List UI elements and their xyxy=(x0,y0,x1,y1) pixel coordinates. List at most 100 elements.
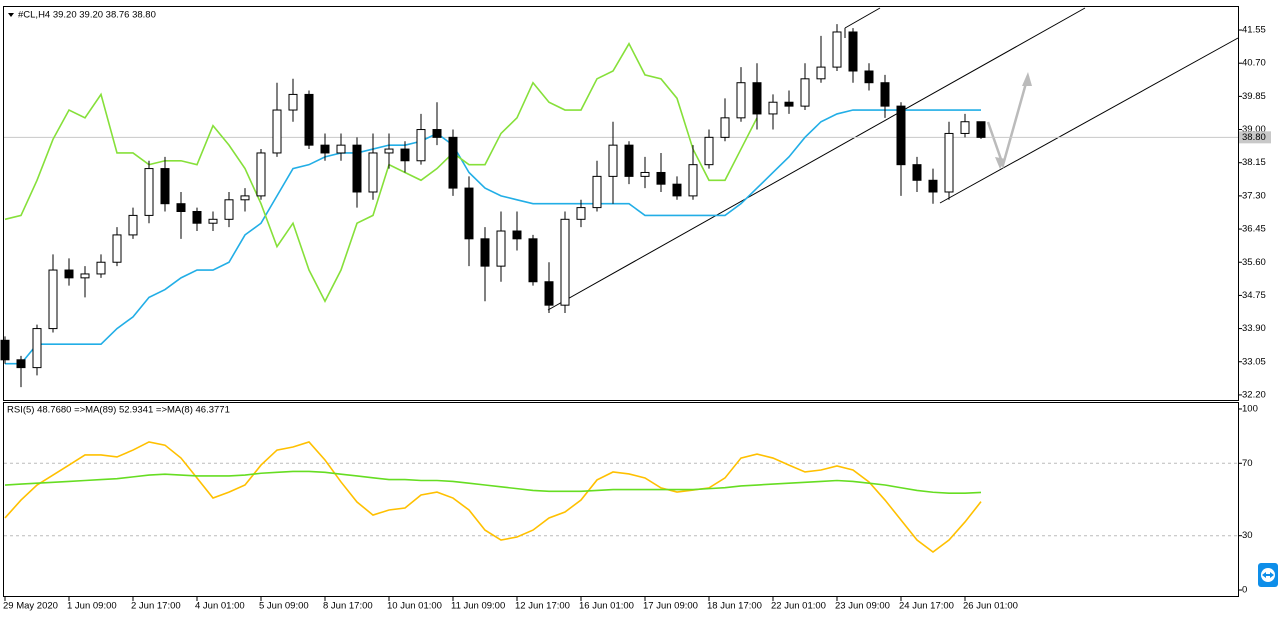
teamviewer-icon[interactable] xyxy=(1258,563,1278,587)
candle-body xyxy=(64,269,74,279)
candle-body xyxy=(464,187,474,240)
x-tick-label: 23 Jun 09:00 xyxy=(835,601,890,612)
y-tick-label: 34.75 xyxy=(1242,290,1266,301)
indicator-line xyxy=(4,441,982,554)
candle-body xyxy=(688,164,698,197)
candle-body xyxy=(816,66,826,80)
candle-body xyxy=(128,214,138,236)
candle-body xyxy=(912,164,922,181)
last-price-box xyxy=(1239,131,1271,144)
candle-body xyxy=(560,218,570,306)
indicator-line xyxy=(5,109,981,365)
candle-body xyxy=(672,183,682,197)
candle-body xyxy=(704,136,714,166)
candle-body xyxy=(304,93,314,146)
candle-body xyxy=(736,82,746,119)
candle-body xyxy=(352,144,362,193)
x-tick-label: 12 Jun 17:00 xyxy=(515,601,570,612)
candle-body xyxy=(768,101,778,115)
x-tick-label: 10 Jun 01:00 xyxy=(387,601,442,612)
candle-body xyxy=(112,234,122,263)
x-tick-label: 2 Jun 17:00 xyxy=(131,601,181,612)
trend-line xyxy=(547,7,1086,311)
candle-body xyxy=(960,121,970,134)
y-tick-label: 0 xyxy=(1242,585,1247,596)
candle-body xyxy=(256,152,266,197)
y-tick-label: 41.55 xyxy=(1242,25,1266,36)
candle-body xyxy=(272,109,282,154)
x-tick-label: 26 Jun 01:00 xyxy=(963,601,1018,612)
last-price-label: 38.80 xyxy=(1242,132,1266,143)
candle-body xyxy=(32,328,42,369)
y-tick-label: 33.05 xyxy=(1242,356,1266,367)
trend-line xyxy=(939,37,1239,204)
y-tick-label: 37.30 xyxy=(1242,190,1266,201)
rsi-pane-frame xyxy=(3,402,1239,597)
rsi-header: RSI(5) 48.7680 =>MA(89) 52.9341 =>MA(8) … xyxy=(7,405,230,416)
price-pane-frame xyxy=(3,6,1239,401)
candle-body xyxy=(976,121,986,138)
arrow-head xyxy=(1022,72,1032,86)
candle-body xyxy=(784,101,794,107)
candle-body xyxy=(752,82,762,115)
candle-body xyxy=(176,203,186,213)
drawn-objects xyxy=(547,7,1239,311)
candle-body xyxy=(496,230,506,267)
y-tick-label: 100 xyxy=(1242,403,1258,414)
candle-body xyxy=(624,144,634,177)
candle-body xyxy=(368,152,378,193)
trend-line xyxy=(844,7,881,29)
x-tick-label: 4 Jun 01:00 xyxy=(195,601,245,612)
candle-body xyxy=(720,117,730,138)
y-tick-label: 39.00 xyxy=(1242,124,1266,135)
y-tick-label: 39.85 xyxy=(1242,91,1266,102)
candle-body xyxy=(832,31,842,68)
candle-body xyxy=(0,339,10,361)
candle-body xyxy=(192,211,202,224)
x-tick-label: 18 Jun 17:00 xyxy=(707,601,762,612)
candle-body xyxy=(512,230,522,240)
candle-body xyxy=(224,199,234,220)
y-tick-label: 40.70 xyxy=(1242,58,1266,69)
candle-body xyxy=(320,144,330,154)
candle-body xyxy=(80,273,90,279)
candle-body xyxy=(848,31,858,72)
projection-arrow xyxy=(986,75,1030,170)
arrow-head xyxy=(995,157,1006,169)
y-tick-label: 36.45 xyxy=(1242,224,1266,235)
candle-body xyxy=(96,261,106,275)
y-tick-label: 38.15 xyxy=(1242,157,1266,168)
candle-body xyxy=(928,179,938,193)
y-tick-label: 33.90 xyxy=(1242,323,1266,334)
menu-arrow[interactable] xyxy=(8,13,14,17)
candle-body xyxy=(240,195,250,201)
x-tick-label: 1 Jun 09:00 xyxy=(67,601,117,612)
candle-body xyxy=(336,144,346,154)
candle-body xyxy=(208,218,218,224)
candle-body xyxy=(432,129,442,138)
x-tick-label: 17 Jun 09:00 xyxy=(643,601,698,612)
candle-body xyxy=(16,359,26,369)
x-tick-label: 11 Jun 09:00 xyxy=(451,601,505,612)
icon-arrows[interactable] xyxy=(1262,572,1274,578)
candle-body xyxy=(864,70,874,84)
y-tick-label: 32.20 xyxy=(1242,389,1266,400)
x-tick-label: 24 Jun 17:00 xyxy=(899,601,954,612)
x-tick-label: 16 Jun 01:00 xyxy=(579,601,634,612)
x-tick-label: 5 Jun 09:00 xyxy=(259,601,309,612)
candle-body xyxy=(48,269,58,330)
candle-body xyxy=(144,168,154,216)
candle-body xyxy=(448,136,458,189)
candle-body xyxy=(592,175,602,209)
candle-body xyxy=(896,105,906,166)
candle-body xyxy=(528,238,538,283)
candle-body xyxy=(608,144,618,177)
candle-body xyxy=(480,238,490,267)
symbol-header: #CL,H4 39.20 39.20 38.76 38.80 xyxy=(18,10,156,21)
indicator-line xyxy=(4,470,982,494)
candle-body xyxy=(576,207,586,220)
candle-body xyxy=(288,93,298,111)
